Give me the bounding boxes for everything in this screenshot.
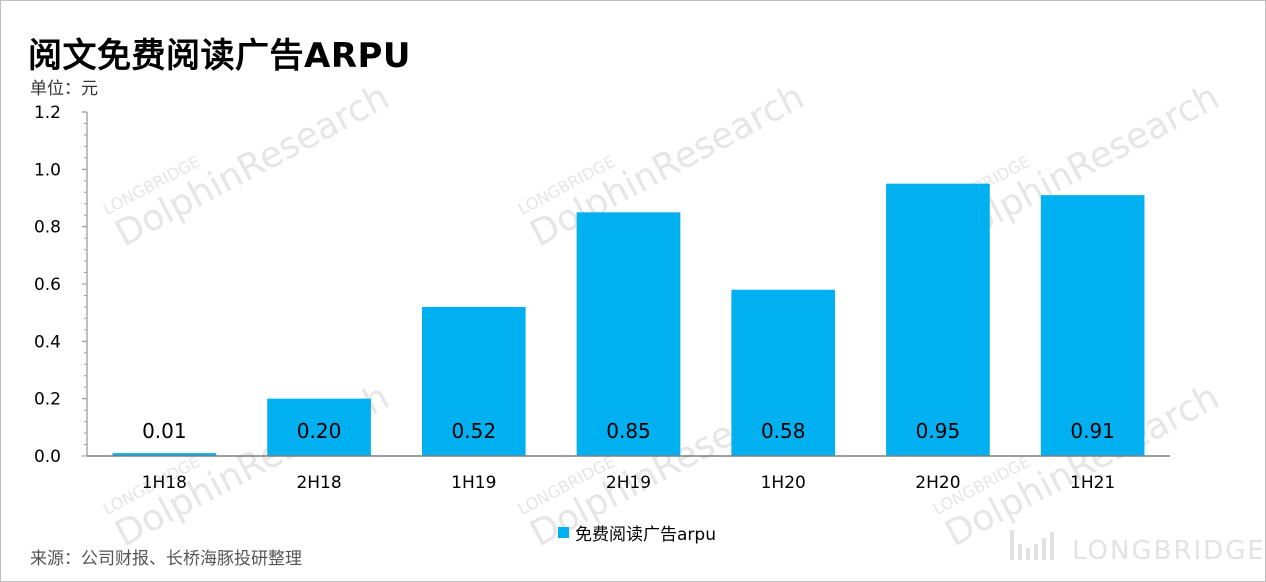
legend: 免费阅读广告arpu: [558, 520, 716, 545]
x-tick-label: 1H19: [451, 473, 496, 493]
data-label: 0.52: [452, 419, 497, 443]
data-label: 0.58: [761, 419, 806, 443]
data-label: 0.85: [606, 419, 651, 443]
y-tick-label: 0.6: [34, 275, 61, 295]
y-tick-label: 1.2: [34, 103, 61, 123]
source-note: 来源：公司财报、长桥海豚投研整理: [30, 549, 302, 569]
y-tick-label: 0.4: [34, 332, 61, 352]
bar: [886, 183, 990, 456]
y-tick-label: 0.2: [34, 390, 61, 410]
legend-label: 免费阅读广告arpu: [575, 525, 716, 545]
y-tick-label: 0.8: [34, 218, 61, 238]
bar: [1040, 195, 1145, 456]
longbridge-logo-icon: [1010, 530, 1054, 560]
bar: [112, 453, 217, 456]
data-label: 0.01: [142, 419, 187, 443]
legend-swatch: [558, 527, 569, 538]
x-tick-label: 1H20: [761, 473, 806, 493]
x-tick-label: 1H18: [142, 473, 187, 493]
y-tick-label: 1.0: [34, 160, 61, 180]
data-label: 0.91: [1070, 419, 1115, 443]
bar: [731, 289, 836, 456]
bar: [267, 398, 371, 456]
chart-title: 阅文免费阅读广告ARPU: [28, 36, 412, 76]
x-tick-label: 1H21: [1070, 473, 1115, 493]
data-label: 0.95: [916, 419, 961, 443]
unit-label: 单位：元: [30, 79, 98, 99]
y-tick-label: 0.0: [34, 447, 61, 467]
data-label: 0.20: [297, 419, 342, 443]
bar: [576, 212, 681, 456]
brand-watermark: LONGBRIDGE: [1072, 536, 1266, 566]
x-tick-label: 2H20: [915, 473, 960, 493]
x-tick-label: 2H18: [296, 473, 341, 493]
bar: [421, 306, 526, 456]
x-tick-label: 2H19: [606, 473, 651, 493]
